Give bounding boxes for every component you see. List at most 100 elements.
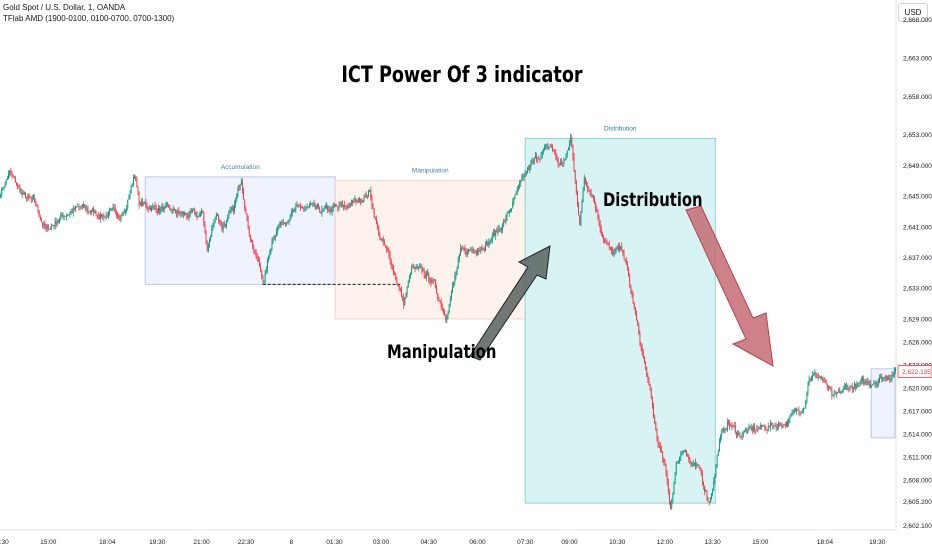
distribution-arrow-icon (685, 205, 774, 367)
candle-body (231, 207, 233, 211)
candle-body (217, 214, 218, 216)
candle-body (302, 207, 304, 209)
candle-body (847, 385, 849, 390)
candle-body (588, 189, 590, 191)
candle-body (890, 378, 892, 380)
candle-body (125, 210, 126, 213)
candle-body (863, 378, 865, 384)
candle-body (592, 195, 594, 198)
currency-selector[interactable]: USD (898, 3, 928, 22)
candle-body (130, 185, 132, 194)
candle-body (479, 250, 481, 252)
candle-body (198, 215, 200, 217)
candle-body (406, 286, 408, 295)
candle-body (716, 455, 718, 465)
candle-body (590, 191, 592, 196)
candle-body (690, 461, 692, 466)
candle-body (72, 208, 74, 213)
candle-body (330, 208, 332, 212)
candle-body (343, 205, 344, 207)
candle-body (846, 385, 848, 387)
candle-body (23, 193, 25, 194)
candle-body (405, 294, 407, 299)
candle-body (159, 208, 161, 212)
candle-body (767, 426, 769, 431)
candle-body (573, 157, 575, 170)
candle-body (673, 483, 675, 495)
candle-body (883, 377, 885, 379)
candle-body (9, 170, 11, 175)
candle-body (98, 217, 100, 220)
candle-body (715, 464, 717, 475)
candle-body (704, 485, 706, 492)
candle-body (271, 241, 273, 249)
candle-body (209, 239, 210, 246)
candle-body (244, 199, 246, 209)
candle-body (75, 206, 76, 210)
candle-body (781, 425, 783, 428)
candle-body (321, 209, 323, 213)
candle-body (735, 431, 737, 436)
candle-body (69, 213, 71, 216)
indicator-legend[interactable]: TFlab AMD (1900-0100, 0100-0700, 0700-13… (3, 14, 175, 23)
candle-body (429, 278, 431, 282)
candle-body (650, 390, 652, 398)
candle-body (763, 425, 765, 427)
candle-body (462, 248, 464, 250)
candle-body (530, 163, 532, 166)
candle-body (662, 451, 664, 459)
candle-body (4, 182, 6, 188)
candle-body (714, 474, 716, 481)
candle-body (877, 381, 879, 384)
candle-body (838, 390, 840, 393)
candle-body (531, 161, 533, 164)
candle-body (790, 413, 792, 417)
candlestick-series (0, 133, 896, 510)
candle-body (682, 450, 684, 453)
candle-body (269, 253, 271, 256)
candle-body (827, 386, 829, 388)
candle-body (284, 222, 285, 224)
price-axis[interactable]: 2,668.000 2,663.000 2,658.000 2,653.000 2,64… (897, 17, 932, 530)
candle-body (139, 201, 141, 205)
candle-body (591, 195, 593, 197)
candle-body (556, 157, 558, 160)
candle-body (755, 430, 757, 431)
candle-body (756, 428, 758, 431)
time-tick-label: 18:04 (817, 539, 834, 546)
candle-body (64, 216, 66, 217)
candle-body (52, 225, 54, 226)
candle-body (711, 493, 712, 499)
candle-body (657, 437, 659, 446)
candle-body (507, 213, 509, 214)
candle-body (712, 489, 714, 494)
candle-body (646, 366, 648, 377)
candle-body (467, 250, 469, 252)
candle-body (894, 368, 896, 372)
price-tick-label: 2,653.000 (903, 132, 932, 139)
candle-body (323, 208, 325, 209)
candle-body (97, 215, 99, 218)
candle-body (567, 147, 569, 151)
candle-body (849, 386, 851, 391)
candle-body (294, 208, 296, 212)
candle-body (194, 209, 196, 214)
candle-body (488, 241, 490, 245)
candle-body (433, 280, 435, 282)
time-axis[interactable]: 13:30 15:00 18:04 19:30 21:00 22:30 8 01:30 03:0… (0, 539, 886, 546)
candle-body (144, 202, 146, 204)
candle-body (857, 383, 859, 384)
candle-body (164, 206, 166, 209)
candle-body (825, 380, 827, 385)
candle-body (256, 256, 258, 260)
candle-body (55, 221, 57, 224)
candle-body (142, 201, 143, 206)
candle-body (358, 197, 360, 202)
candle-body (749, 426, 751, 428)
candle-body (25, 193, 27, 198)
candle-body (529, 165, 531, 170)
candle-body (619, 246, 620, 250)
candle-body (140, 201, 142, 206)
candle-body (804, 408, 806, 409)
